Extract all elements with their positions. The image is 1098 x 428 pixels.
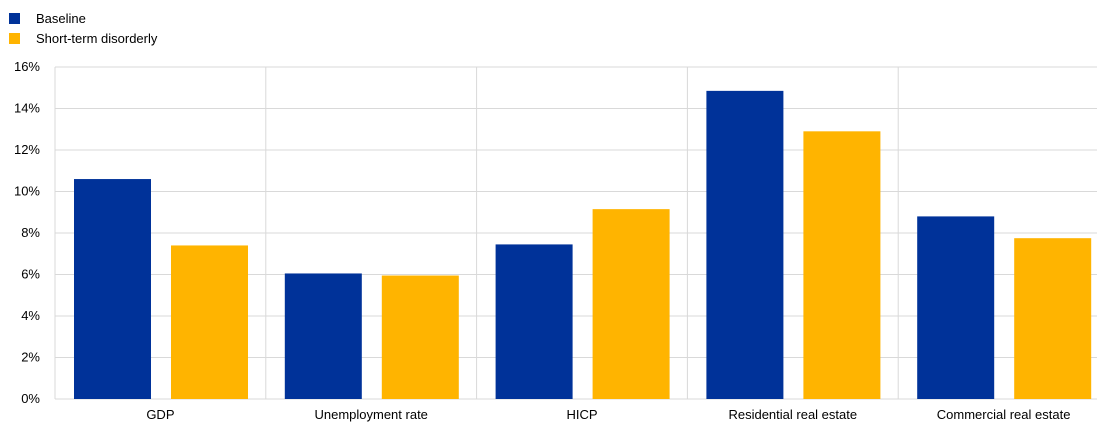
bars [74,90,1092,400]
bar-short-term-disorderly-residential-real-estate [803,131,881,399]
bar-baseline-unemployment-rate [284,273,362,399]
y-tick-label: 12% [14,142,40,157]
legend-swatch-short-term-disorderly [9,32,20,44]
y-axis-ticks: 0% 2% 4% 6% 8% 10% 12% 14% 16% [14,59,40,406]
y-tick-label: 10% [14,184,40,199]
y-tick-label: 8% [21,225,40,240]
y-tick-label: 16% [14,59,40,74]
legend-label-short-term-disorderly: Short-term disorderly [36,30,158,46]
legend-item-baseline: Baseline [9,8,157,28]
legend-swatch-baseline [9,12,20,24]
y-tick-label: 2% [21,350,40,365]
x-tick-label: HICP [566,407,597,422]
bar-short-term-disorderly-commercial-real-estate [1014,238,1092,399]
x-axis-ticks: GDP Unemployment rate HICP Residential real… [146,407,1070,422]
bar-baseline-gdp [74,179,151,399]
bar-baseline-hicp [495,244,573,399]
bar-baseline-commercial-real-estate [917,216,995,399]
bar-baseline-residential-real-estate [706,90,784,400]
legend-item-short-term-disorderly: Short-term disorderly [9,28,157,48]
y-tick-label: 0% [21,391,40,406]
bar-short-term-disorderly-gdp [171,245,248,399]
bar-short-term-disorderly-unemployment-rate [381,275,459,399]
x-tick-label: Commercial real estate [937,407,1071,422]
y-tick-label: 6% [21,267,40,282]
bar-short-term-disorderly-hicp [592,209,670,399]
x-tick-label: Unemployment rate [314,407,427,422]
x-tick-label: GDP [146,407,174,422]
legend: Baseline Short-term disorderly [9,8,157,48]
legend-label-baseline: Baseline [36,10,86,26]
y-tick-label: 14% [14,101,40,116]
x-tick-label: Residential real estate [728,407,857,422]
y-tick-label: 4% [21,308,40,323]
